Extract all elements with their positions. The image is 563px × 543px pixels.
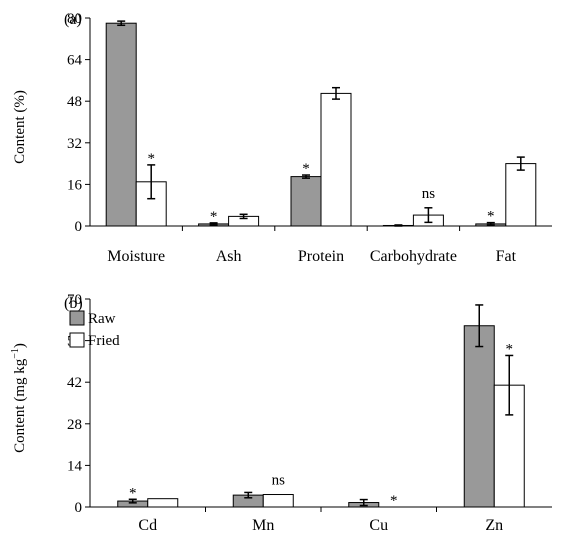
bar-fried-mn	[262, 494, 294, 508]
y-tick-label: 48	[67, 94, 82, 110]
panel-b-label: (b)	[64, 295, 83, 312]
x-category-label: Protein	[298, 248, 344, 265]
x-category-label: Cu	[369, 517, 388, 534]
significance-label: *	[506, 341, 514, 357]
x-category-label: Mn	[252, 517, 274, 534]
significance-label: *	[487, 209, 495, 225]
significance-label: ns	[422, 186, 436, 202]
significance-label: *	[302, 161, 310, 177]
legend-label-fried: Fried	[88, 333, 120, 349]
significance-label: ns	[272, 473, 286, 489]
x-category-label: Moisture	[107, 248, 165, 265]
legend-label-raw: Raw	[88, 311, 116, 327]
significance-label: *	[210, 209, 218, 225]
y-tick-label: 16	[67, 177, 83, 193]
y-tick-label: 32	[67, 136, 82, 152]
x-category-label: Ash	[216, 248, 242, 265]
panel-a-label: (a)	[64, 11, 82, 28]
y-tick-label: 0	[75, 219, 83, 235]
x-category-label: Cd	[138, 517, 157, 534]
panel-b-y-axis-label: Content (mg kg−1)	[10, 343, 28, 453]
y-tick-label: 64	[67, 53, 83, 69]
significance-label: *	[390, 493, 398, 509]
legend-swatch-raw	[69, 310, 85, 326]
panel-a: (a) Content (%) 0 16 32 48 64 80 * Moisture * Ash…	[12, 11, 552, 265]
y-tick-label: 70	[67, 292, 82, 308]
legend-swatch-fried	[69, 332, 85, 348]
panel-b-y-axis-label-sup: −1	[10, 348, 21, 359]
bar-raw-protein	[290, 176, 322, 227]
panel-a-y-axis-label: Content (%)	[12, 90, 28, 164]
x-category-label: Carbohydrate	[370, 248, 457, 265]
y-tick-label: 42	[67, 375, 82, 391]
y-tick-label: 14	[67, 458, 83, 474]
bar-raw-zn	[463, 325, 495, 508]
x-category-label: Fat	[496, 248, 517, 265]
significance-label: *	[147, 151, 155, 167]
bar-fried-fat	[505, 163, 537, 227]
bar-fried-protein	[320, 92, 352, 227]
panel-b-y-axis-label-end: )	[12, 343, 28, 348]
y-tick-label: 80	[67, 11, 82, 27]
bar-fried-cd	[147, 498, 179, 508]
significance-label: *	[129, 485, 137, 501]
y-tick-label: 0	[75, 500, 83, 516]
panel-b: (b) Content (mg kg−1) 01428425670*CdnsMn…	[10, 292, 552, 534]
y-tick-label: 28	[67, 417, 82, 433]
x-category-label: Zn	[485, 517, 503, 534]
bar-raw-moisture	[105, 22, 137, 227]
panel-b-y-axis-label-main: Content (mg kg	[12, 358, 28, 453]
